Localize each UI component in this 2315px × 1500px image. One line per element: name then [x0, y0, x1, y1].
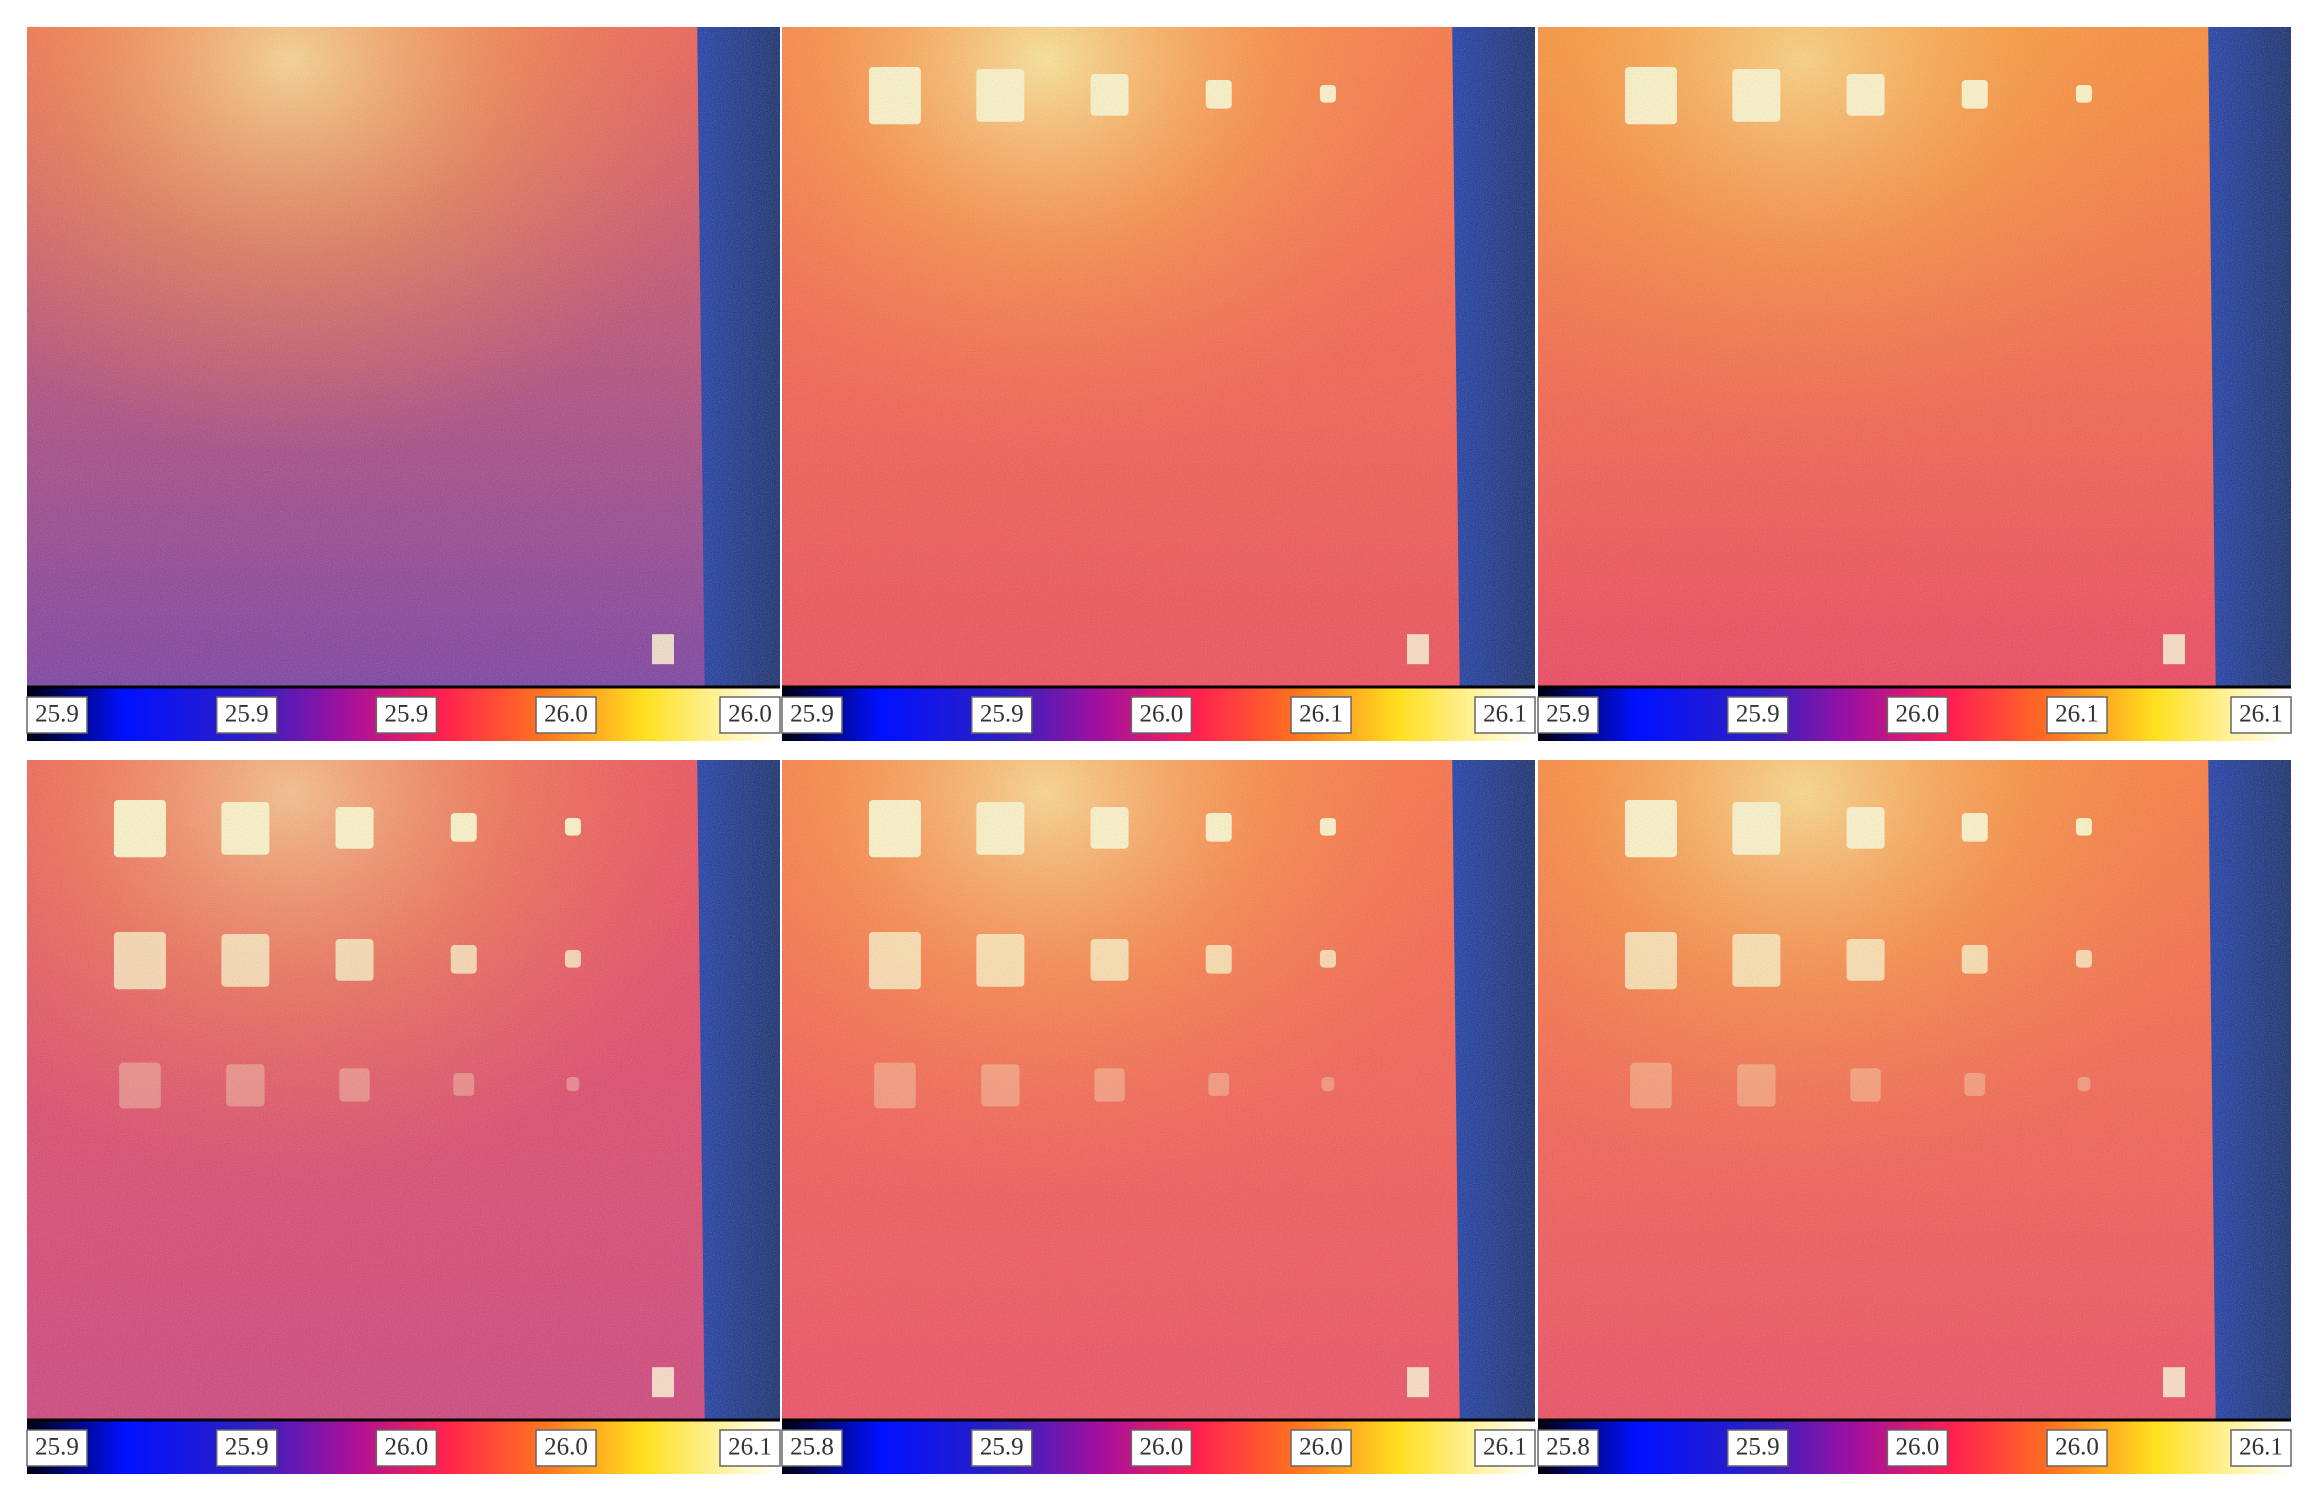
label-box — [375, 696, 438, 734]
scale-label: 26.1 — [1483, 1434, 1527, 1461]
label-box — [1727, 1429, 1789, 1467]
scale-label: 26.1 — [1299, 701, 1343, 728]
scale-label: 26.0 — [2055, 1434, 2099, 1461]
scale-label: 26.0 — [728, 701, 772, 728]
noise — [782, 27, 1535, 687]
label-box — [781, 696, 843, 734]
label-box — [1727, 696, 1789, 734]
label-box — [375, 1429, 438, 1467]
scale-label: 26.0 — [544, 1434, 588, 1461]
scale-label: 26.1 — [2239, 701, 2283, 728]
label-box — [2230, 1429, 2292, 1467]
panel: 25.8 25.9 26.0 26.0 26.1 — [1537, 760, 2292, 1474]
scale-label: 26.0 — [1896, 701, 1940, 728]
label-box — [26, 1429, 88, 1467]
scale-label: 26.0 — [1299, 1434, 1343, 1461]
noise — [1538, 27, 2291, 687]
scale-label: 26.0 — [1896, 1434, 1940, 1461]
scale-label: 26.0 — [544, 701, 588, 728]
noise — [27, 760, 780, 1420]
label-box — [1886, 1429, 1949, 1467]
label-box — [1130, 1429, 1193, 1467]
label-box — [1474, 1429, 1536, 1467]
scale-label: 26.1 — [1483, 701, 1527, 728]
label-box — [216, 696, 278, 734]
scale-label: 26.1 — [728, 1434, 772, 1461]
label-box — [971, 1429, 1033, 1467]
noise — [782, 760, 1535, 1420]
noise — [27, 27, 780, 687]
scale-label: 25.8 — [790, 1434, 834, 1461]
label-box — [2046, 1429, 2108, 1467]
scale-label: 25.9 — [35, 701, 79, 728]
panel: 25.9 25.9 26.0 26.1 26.1 — [781, 27, 1536, 741]
label-box — [781, 1429, 843, 1467]
scale-label: 25.9 — [35, 1434, 79, 1461]
label-box — [26, 696, 88, 734]
label-box — [535, 696, 597, 734]
label-box — [535, 1429, 597, 1467]
noise — [1538, 760, 2291, 1420]
scale-label: 26.1 — [2239, 1434, 2283, 1461]
scale-label: 25.8 — [1546, 1434, 1590, 1461]
scale-label: 26.0 — [1140, 1434, 1184, 1461]
label-box — [971, 696, 1033, 734]
label-box — [1537, 1429, 1599, 1467]
panel: 25.9 25.9 26.0 26.0 26.1 — [26, 760, 781, 1474]
scale-label: 25.9 — [225, 701, 269, 728]
scale-label: 25.9 — [980, 701, 1024, 728]
label-box — [1130, 696, 1193, 734]
label-box — [2230, 696, 2292, 734]
scale-label: 26.0 — [1140, 701, 1184, 728]
scale-label: 25.9 — [980, 1434, 1024, 1461]
scale-label: 26.0 — [385, 1434, 429, 1461]
scale-label: 25.9 — [1736, 701, 1780, 728]
label-box — [2046, 696, 2108, 734]
label-box — [719, 696, 781, 734]
panel: 25.9 25.9 26.0 26.1 26.1 — [1537, 27, 2292, 741]
label-box — [1537, 696, 1599, 734]
label-box — [1290, 696, 1352, 734]
scale-label: 25.9 — [1546, 701, 1590, 728]
label-box — [1290, 1429, 1352, 1467]
scale-label: 25.9 — [385, 701, 429, 728]
label-box — [1886, 696, 1949, 734]
scale-label: 25.9 — [1736, 1434, 1780, 1461]
label-box — [719, 1429, 781, 1467]
panel: 25.9 25.9 25.9 26.0 26.0 — [26, 27, 781, 741]
label-box — [1474, 696, 1536, 734]
scale-label: 26.1 — [2055, 701, 2099, 728]
label-box — [216, 1429, 278, 1467]
panel: 25.8 25.9 26.0 26.0 26.1 — [781, 760, 1536, 1474]
scale-label: 25.9 — [790, 701, 834, 728]
scale-label: 25.9 — [225, 1434, 269, 1461]
